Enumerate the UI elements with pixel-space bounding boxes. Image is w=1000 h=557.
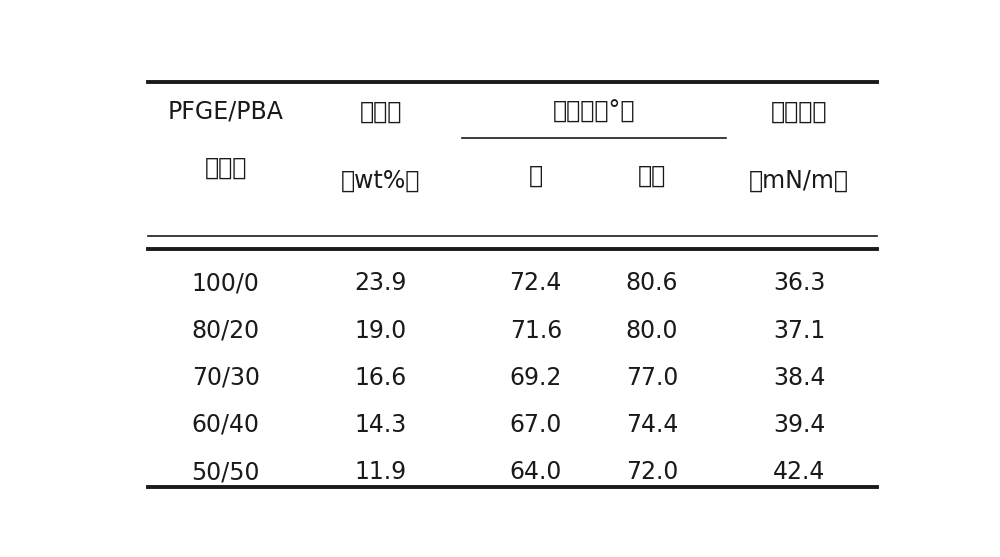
Text: （wt%）: （wt%）	[341, 169, 420, 193]
Text: 接触角（°）: 接触角（°）	[553, 100, 635, 124]
Text: 72.0: 72.0	[626, 460, 678, 484]
Text: 77.0: 77.0	[626, 366, 678, 390]
Text: 质量比: 质量比	[205, 155, 247, 179]
Text: 甘油: 甘油	[638, 164, 666, 188]
Text: 19.0: 19.0	[355, 319, 407, 343]
Text: 38.4: 38.4	[773, 366, 826, 390]
Text: 100/0: 100/0	[192, 271, 260, 295]
Text: 69.2: 69.2	[510, 366, 562, 390]
Text: PFGE/PBA: PFGE/PBA	[168, 100, 284, 124]
Text: 60/40: 60/40	[192, 413, 260, 437]
Text: 16.6: 16.6	[355, 366, 407, 390]
Text: 71.6: 71.6	[510, 319, 562, 343]
Text: 70/30: 70/30	[192, 366, 260, 390]
Text: 67.0: 67.0	[510, 413, 562, 437]
Text: 36.3: 36.3	[773, 271, 825, 295]
Text: 氟含量: 氟含量	[360, 100, 402, 124]
Text: 64.0: 64.0	[510, 460, 562, 484]
Text: 50/50: 50/50	[192, 460, 260, 484]
Text: 72.4: 72.4	[510, 271, 562, 295]
Text: 39.4: 39.4	[773, 413, 825, 437]
Text: 14.3: 14.3	[355, 413, 407, 437]
Text: 74.4: 74.4	[626, 413, 678, 437]
Text: 表面张力: 表面张力	[771, 100, 828, 124]
Text: 80/20: 80/20	[192, 319, 260, 343]
Text: 11.9: 11.9	[355, 460, 407, 484]
Text: 42.4: 42.4	[773, 460, 825, 484]
Text: 37.1: 37.1	[773, 319, 825, 343]
Text: 80.6: 80.6	[626, 271, 678, 295]
Text: （mN/m）: （mN/m）	[749, 169, 849, 193]
Text: 80.0: 80.0	[626, 319, 678, 343]
Text: 水: 水	[529, 164, 543, 188]
Text: 23.9: 23.9	[355, 271, 407, 295]
